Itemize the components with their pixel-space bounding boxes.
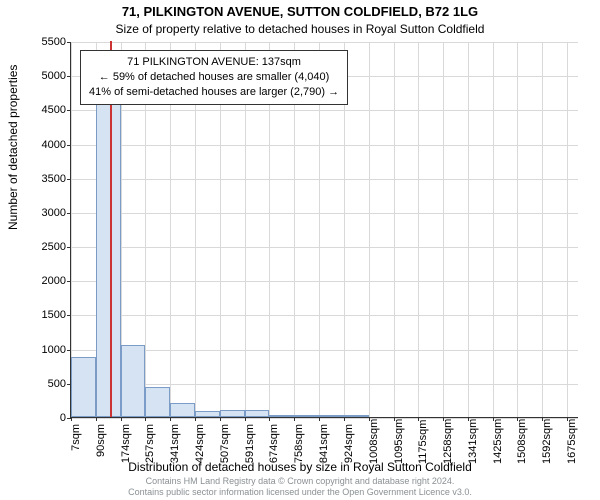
gridline-h — [71, 110, 578, 111]
histogram-bar — [121, 345, 146, 417]
xtick-label: 1675sqm — [566, 424, 578, 464]
histogram-bar — [319, 415, 344, 417]
ytick-label: 3500 — [6, 173, 66, 185]
ytick-label: 1500 — [6, 309, 66, 321]
ytick-label: 0 — [6, 412, 66, 424]
histogram-bar — [269, 415, 294, 417]
histogram-bar — [245, 410, 270, 417]
xtick-label: 424sqm — [194, 424, 206, 464]
xtick-label: 1341sqm — [467, 424, 479, 464]
histogram-bar — [71, 357, 96, 417]
xtick-label: 758sqm — [293, 424, 305, 464]
chart-container: 71, PILKINGTON AVENUE, SUTTON COLDFIELD,… — [0, 0, 600, 500]
xtick-label: 1175sqm — [417, 424, 429, 464]
ytick-label: 500 — [6, 378, 66, 390]
xtick-label: 1508sqm — [516, 424, 528, 464]
xtick-label: 674sqm — [268, 424, 280, 464]
info-box-line3: 41% of semi-detached houses are larger (… — [89, 85, 339, 100]
gridline-v — [517, 42, 518, 417]
xtick-mark — [319, 417, 320, 421]
xtick-mark — [170, 417, 171, 421]
histogram-bar — [344, 415, 369, 417]
histogram-bar — [195, 411, 220, 417]
gridline-v — [369, 42, 370, 417]
gridline-h — [71, 42, 578, 43]
ytick-label: 4500 — [6, 104, 66, 116]
xtick-mark — [245, 417, 246, 421]
histogram-bar — [96, 72, 121, 417]
xtick-label: 1008sqm — [368, 424, 380, 464]
footer-line2: Contains public sector information licen… — [0, 487, 600, 498]
xtick-mark — [294, 417, 295, 421]
xtick-label: 7sqm — [70, 424, 82, 464]
histogram-bar — [220, 410, 245, 417]
footer-attribution: Contains HM Land Registry data © Crown c… — [0, 476, 600, 498]
ytick-label: 5000 — [6, 70, 66, 82]
xtick-label: 174sqm — [120, 424, 132, 464]
gridline-h — [71, 315, 578, 316]
xtick-label: 841sqm — [318, 424, 330, 464]
xtick-mark — [145, 417, 146, 421]
chart-title-line2: Size of property relative to detached ho… — [0, 22, 600, 36]
ytick-label: 5500 — [6, 36, 66, 48]
histogram-bar — [170, 403, 195, 417]
xtick-label: 90sqm — [95, 424, 107, 464]
xtick-label: 1258sqm — [442, 424, 454, 464]
chart-title-line1: 71, PILKINGTON AVENUE, SUTTON COLDFIELD,… — [0, 4, 600, 19]
xtick-mark — [195, 417, 196, 421]
xtick-label: 1095sqm — [393, 424, 405, 464]
gridline-v — [468, 42, 469, 417]
xtick-label: 507sqm — [219, 424, 231, 464]
gridline-h — [71, 384, 578, 385]
xtick-label: 924sqm — [343, 424, 355, 464]
xtick-label: 1425sqm — [492, 424, 504, 464]
xtick-mark — [269, 417, 270, 421]
footer-line1: Contains HM Land Registry data © Crown c… — [0, 476, 600, 487]
gridline-h — [71, 179, 578, 180]
gridline-v — [493, 42, 494, 417]
gridline-h — [71, 350, 578, 351]
xtick-label: 341sqm — [169, 424, 181, 464]
ytick-label: 4000 — [6, 139, 66, 151]
gridline-v — [567, 42, 568, 417]
histogram-bar — [294, 415, 319, 417]
xtick-mark — [121, 417, 122, 421]
xtick-label: 1592sqm — [541, 424, 553, 464]
ytick-label: 1000 — [6, 344, 66, 356]
xtick-label: 257sqm — [144, 424, 156, 464]
histogram-bar — [145, 387, 170, 417]
ytick-label: 2500 — [6, 241, 66, 253]
gridline-h — [71, 145, 578, 146]
info-box-line2: ← 59% of detached houses are smaller (4,… — [89, 70, 339, 85]
info-box: 71 PILKINGTON AVENUE: 137sqm← 59% of det… — [80, 50, 348, 105]
xtick-label: 591sqm — [244, 424, 256, 464]
xtick-mark — [96, 417, 97, 421]
info-box-line1: 71 PILKINGTON AVENUE: 137sqm — [89, 55, 339, 70]
gridline-h — [71, 247, 578, 248]
xtick-mark — [220, 417, 221, 421]
gridline-v — [418, 42, 419, 417]
ytick-label: 3000 — [6, 207, 66, 219]
ytick-label: 2000 — [6, 275, 66, 287]
gridline-v — [443, 42, 444, 417]
xtick-mark — [344, 417, 345, 421]
gridline-h — [71, 281, 578, 282]
gridline-v — [542, 42, 543, 417]
xtick-mark — [71, 417, 72, 421]
gridline-h — [71, 213, 578, 214]
gridline-v — [394, 42, 395, 417]
